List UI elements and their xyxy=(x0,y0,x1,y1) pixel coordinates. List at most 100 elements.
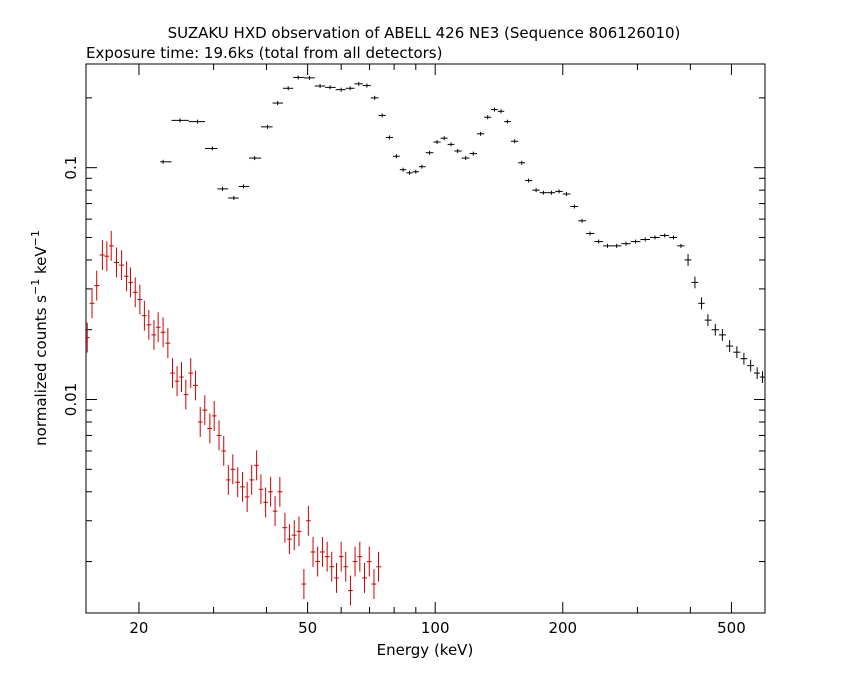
data-point xyxy=(418,164,426,169)
data-point xyxy=(104,241,110,272)
data-point xyxy=(747,359,754,372)
data-point xyxy=(287,524,292,555)
data-point xyxy=(406,170,413,175)
data-point xyxy=(324,541,330,572)
chart-title: SUZAKU HXD observation of ABELL 426 NE3 … xyxy=(168,24,681,42)
data-point xyxy=(179,362,184,392)
data-point xyxy=(440,136,448,141)
data-point xyxy=(188,358,194,389)
chart-subtitle: Exposure time: 19.6ks (total from all de… xyxy=(86,44,442,62)
data-point xyxy=(165,328,171,359)
data-point xyxy=(137,284,143,315)
data-point xyxy=(334,562,339,593)
data-point xyxy=(362,83,371,88)
data-point xyxy=(171,118,189,123)
data-point xyxy=(725,340,734,352)
series-red xyxy=(86,230,382,606)
data-point xyxy=(170,358,175,389)
data-point xyxy=(230,454,236,485)
data-point xyxy=(555,189,563,194)
data-point xyxy=(433,140,441,145)
data-point xyxy=(113,247,120,278)
data-point xyxy=(160,159,172,164)
data-point xyxy=(677,243,685,248)
data-point xyxy=(258,474,264,505)
data-point xyxy=(454,149,462,153)
data-point xyxy=(268,476,273,507)
x-axis-label: Energy (keV) xyxy=(377,641,474,659)
data-point xyxy=(366,546,372,577)
y-axis-label: normalized counts s−1 keV−1 xyxy=(29,230,50,446)
data-point xyxy=(603,243,613,248)
data-point xyxy=(650,235,660,240)
data-point xyxy=(484,115,492,120)
data-point xyxy=(310,537,316,567)
data-point xyxy=(188,119,205,124)
data-point xyxy=(244,481,250,512)
data-point xyxy=(221,436,227,466)
data-point xyxy=(282,86,294,91)
data-point xyxy=(357,541,363,572)
data-point xyxy=(315,546,321,577)
data-point xyxy=(562,191,571,196)
data-point xyxy=(412,169,419,174)
y-axis-label-exp2: −1 xyxy=(29,230,42,246)
data-point xyxy=(124,261,129,292)
data-point xyxy=(570,204,579,209)
data-point xyxy=(86,322,90,353)
data-point xyxy=(151,319,157,350)
data-point xyxy=(504,119,512,124)
y-tick-label: 0.1 xyxy=(62,156,80,180)
y-axis: 0.01 0.1 xyxy=(62,97,765,563)
x-tick-label: 500 xyxy=(717,619,746,637)
data-point xyxy=(272,496,278,527)
data-point xyxy=(711,323,719,336)
data-point xyxy=(704,314,712,326)
data-point xyxy=(669,235,678,240)
data-point xyxy=(392,154,400,159)
data-point xyxy=(659,233,670,238)
y-axis-label-exp1: −1 xyxy=(29,279,42,295)
data-point xyxy=(469,151,477,156)
data-point xyxy=(156,312,161,343)
data-point xyxy=(303,75,315,80)
data-point xyxy=(343,551,349,582)
data-point xyxy=(277,476,283,507)
data-point xyxy=(338,541,344,572)
data-point xyxy=(263,487,269,518)
data-point xyxy=(345,86,355,91)
data-point xyxy=(193,370,198,401)
data-point xyxy=(296,516,302,547)
data-point xyxy=(718,329,726,341)
x-tick-label: 100 xyxy=(421,619,450,637)
data-point xyxy=(183,379,189,410)
data-point xyxy=(547,190,556,195)
data-point xyxy=(612,243,622,248)
x-tick-label: 200 xyxy=(548,619,577,637)
data-point xyxy=(204,146,218,151)
data-point xyxy=(370,95,379,100)
data-point xyxy=(335,87,346,92)
data-point xyxy=(348,575,353,606)
data-point xyxy=(378,113,386,118)
data-point xyxy=(226,464,231,495)
data-point xyxy=(109,230,114,261)
data-point xyxy=(119,250,125,281)
data-point xyxy=(759,371,765,383)
data-point xyxy=(325,85,336,90)
data-point xyxy=(89,288,95,319)
data-point xyxy=(217,186,229,191)
data-point xyxy=(630,239,641,244)
data-point xyxy=(240,471,245,502)
data-point xyxy=(578,218,587,223)
data-point xyxy=(371,569,377,599)
data-point xyxy=(740,352,748,365)
data-point xyxy=(698,297,705,310)
data-point xyxy=(146,309,152,340)
data-point xyxy=(362,562,367,593)
data-point xyxy=(621,241,631,246)
data-point xyxy=(518,160,526,165)
data-point xyxy=(99,240,105,270)
data-point xyxy=(197,407,203,437)
data-point xyxy=(142,300,147,331)
